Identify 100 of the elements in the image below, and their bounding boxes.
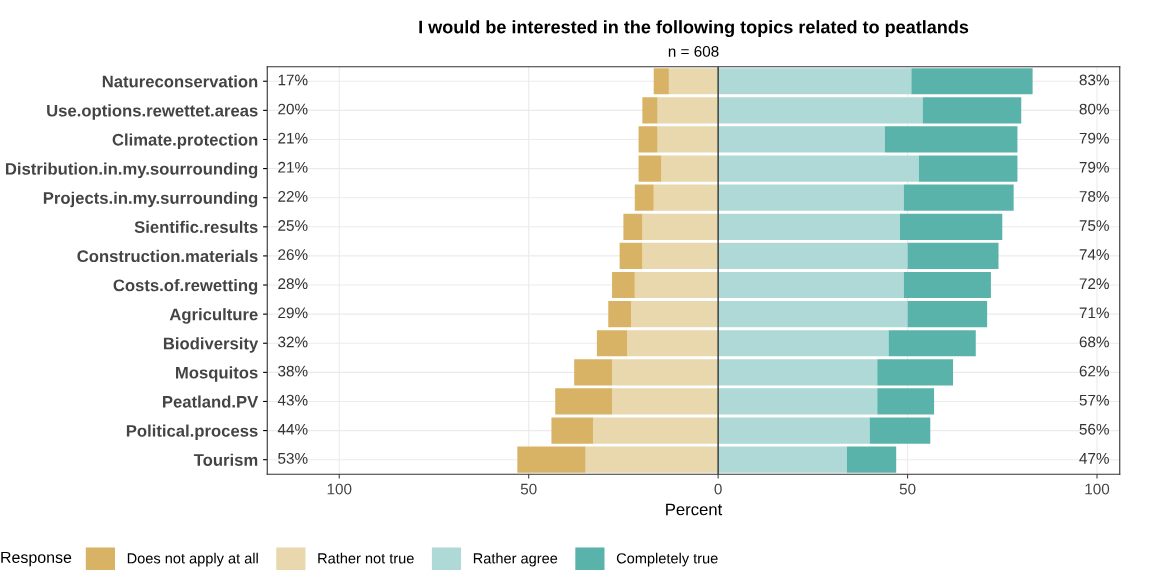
text: 47% [1079, 453, 1109, 464]
bar [907, 301, 988, 328]
text: 57% [1079, 394, 1109, 406]
bar [638, 126, 658, 153]
text: 26% [278, 249, 308, 261]
y-tick-label: Tourism [193, 453, 258, 466]
legend-label: Does not apply at all [127, 552, 258, 567]
y-tick-label: Natureconservation [102, 75, 258, 88]
text: 71% [1079, 307, 1109, 319]
bar [642, 213, 719, 240]
chart-subtitle: n = 608 [668, 46, 719, 57]
y-tick-label: Agriculture [169, 308, 258, 324]
y-tick-label: Distribution.in.my.sourrounding [5, 162, 258, 179]
text: 74% [1079, 249, 1109, 260]
text: 56% [1079, 423, 1109, 435]
bar [718, 155, 919, 182]
bar [718, 446, 847, 473]
bar [612, 359, 719, 386]
bar [869, 417, 931, 444]
bar [718, 359, 878, 386]
text: 68% [1079, 336, 1109, 348]
bar [911, 68, 1033, 95]
bar [922, 97, 1022, 124]
x-tick-label: 100 [1085, 483, 1110, 495]
y-tick-label: Peatland.PV [163, 395, 259, 408]
bar [634, 184, 654, 211]
y-tick-label: Biodiversity [163, 337, 259, 353]
y-tick-label: Political.process [126, 424, 258, 441]
text: 28% [278, 278, 308, 290]
bar [918, 155, 1018, 182]
chart-title: I would be interested in the following topics related to peatlands [419, 20, 969, 38]
bar [642, 242, 719, 270]
bar [888, 330, 976, 357]
text: 32% [278, 336, 308, 348]
bar [551, 417, 594, 444]
bar [846, 446, 897, 473]
bar [877, 359, 954, 386]
bar [907, 242, 999, 270]
x-tick-label: 100 [327, 483, 352, 495]
bar [877, 388, 935, 415]
bar [634, 271, 719, 299]
x-tick-label: 50 [899, 483, 916, 495]
bar [899, 213, 1003, 240]
bar [555, 388, 613, 415]
y-tick-label: Costs.of.rewetting [113, 278, 258, 295]
legend-title: Response [1, 551, 72, 567]
y-tick-label: Projects.in.my.surrounding [43, 191, 258, 208]
bar [718, 301, 908, 328]
bar [718, 68, 912, 95]
bar [903, 184, 1014, 211]
bar [903, 271, 991, 299]
y-tick-label: Use.options.rewettet.areas [47, 104, 258, 120]
bar [718, 242, 908, 270]
bar [574, 359, 613, 386]
text: 21% [278, 161, 308, 173]
text: 75% [1079, 220, 1109, 231]
bar [593, 417, 719, 444]
bar [718, 184, 904, 211]
y-tick-label: Construction.materials [77, 249, 258, 263]
text: 21% [278, 132, 308, 144]
text: 79% [1079, 161, 1109, 173]
bar [612, 388, 719, 415]
bar [718, 97, 923, 124]
text: 22% [278, 190, 308, 202]
text: 20% [278, 103, 308, 115]
bar [608, 301, 631, 328]
text: 78% [1079, 190, 1109, 202]
bar [657, 126, 719, 153]
text: 25% [278, 220, 308, 231]
text: 79% [1079, 132, 1109, 144]
text: 29% [278, 307, 308, 319]
x-tick-label: 0 [714, 483, 722, 495]
bar [657, 97, 719, 124]
y-tick-label: Climate.protection [112, 133, 258, 149]
text: 83% [1079, 74, 1109, 86]
bar [718, 126, 885, 153]
bar [718, 388, 878, 415]
y-tick-label: Sientific.results [134, 220, 258, 233]
bar [653, 68, 669, 95]
bar [668, 68, 719, 95]
y-tick-label: Mosquitos [176, 366, 258, 382]
text: 72% [1079, 278, 1109, 290]
text: 43% [277, 394, 308, 406]
text: 53% [278, 452, 308, 464]
legend-label: Completely true [616, 552, 718, 567]
bar [623, 213, 643, 240]
bar [718, 271, 904, 299]
legend-label: Rather agree [473, 552, 558, 567]
x-tick-label: 50 [520, 483, 537, 495]
bar [630, 301, 719, 328]
text: 38% [278, 365, 308, 377]
bar [661, 155, 719, 182]
legend-label: Rather not true [318, 552, 414, 564]
bar [619, 242, 643, 270]
bar [718, 417, 870, 444]
text: 17% [278, 74, 308, 86]
bar [585, 446, 719, 473]
bar [596, 330, 628, 357]
x-axis-title: Percent [666, 503, 723, 516]
bar [642, 97, 658, 124]
